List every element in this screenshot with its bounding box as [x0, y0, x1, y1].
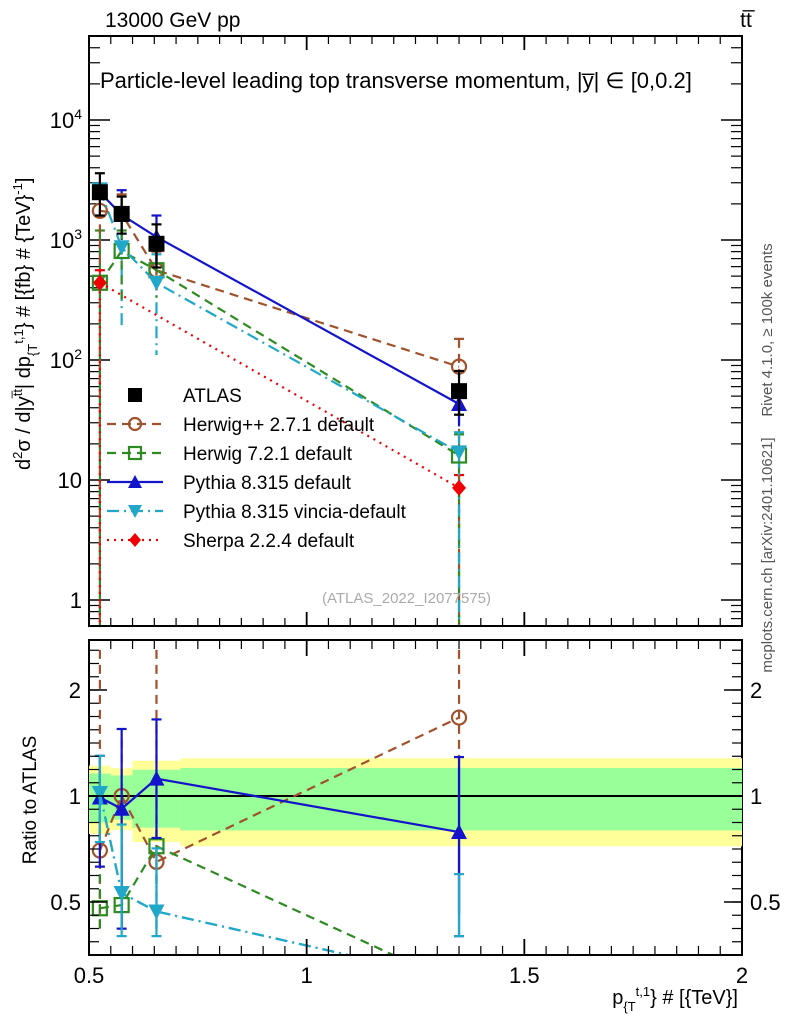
- ratio-errorbar: [454, 873, 465, 938]
- main-y-tick-labels: 104 103 102 10 1: [50, 106, 82, 613]
- ratio-errorbar: [116, 823, 127, 938]
- ratio-y-tick-label-left: 1: [69, 784, 81, 809]
- y-tick-10: 10: [58, 468, 82, 493]
- y-tick-1: 1: [70, 588, 82, 613]
- main-marker: [113, 205, 130, 222]
- x-tick-label: 0.5: [74, 963, 105, 988]
- ratio-bands: [89, 758, 743, 847]
- legend-marker: [129, 533, 141, 547]
- y-tick-1e4: 104: [50, 106, 82, 133]
- ratio-line-pythia-8-315-default: [99, 777, 460, 834]
- main-line-pythia-8-315-vincia-default: [98, 189, 460, 454]
- y-axis-label-main-text: d2σ / d|yt̅t| dp{Tt,1} # [{fb} # {TeV}-1…: [10, 178, 40, 470]
- main-line-sherpa-2-2-4-default: [99, 281, 460, 489]
- legend-label: Pythia 8.315 default: [183, 473, 352, 494]
- ratio-marker: [451, 973, 467, 988]
- legend-label: Pythia 8.315 vincia-default: [183, 502, 407, 523]
- ratio-y-tick-label-left: 2: [69, 678, 81, 703]
- legend-label: Sherpa 2.2.4 default: [183, 531, 355, 552]
- ratio-y-minor-ticks: [89, 649, 742, 943]
- legend-label: ATLAS: [183, 386, 242, 407]
- main-line-herwig-7-2-1-default: [98, 249, 460, 457]
- y-axis-label-ratio: Ratio to ATLAS: [20, 736, 41, 865]
- ratio-y-tick-labels: 2 2 1 1 0.5 0.5: [50, 678, 780, 915]
- ratio-uncertainty-band-inner: [180, 767, 743, 831]
- main-marker: [451, 383, 468, 400]
- main-marker: [451, 445, 468, 461]
- legend-marker: [128, 505, 142, 518]
- ratio-y-tick-label-left: 0.5: [50, 890, 81, 915]
- ratio-marker: [148, 770, 165, 786]
- main-line-pythia-8-315-default: [99, 191, 460, 405]
- y-tick-1e2: 102: [50, 346, 82, 373]
- main-x-ticks: [88, 36, 743, 626]
- ratio-marker: [113, 800, 130, 816]
- model-uncertainty-bar: [454, 431, 465, 625]
- side-label-rivet-text: Rivet 4.1.0, ≥ 100k events: [759, 243, 776, 416]
- legend-marker: [127, 445, 143, 461]
- beam-label: 13000 GeV pp: [105, 9, 240, 32]
- process-label: tt̅: [740, 9, 756, 32]
- ratio-marker: [91, 785, 108, 801]
- x-tick-label: 2: [736, 963, 748, 988]
- ratio-marker: [451, 973, 467, 988]
- x-tick-labels: 0.5 1 1.5 2: [74, 963, 748, 988]
- main-marker: [92, 274, 107, 291]
- x-axis-label: p{Tt,1} # [{TeV}]: [612, 984, 738, 1014]
- legend: ATLAS Herwig++ 2.7.1 default Herwig 7.2.1 …: [107, 386, 407, 552]
- main-line-herwig-2-7-1-default: [99, 209, 460, 368]
- legend-item-sherpa-2-2-4-default: Sherpa 2.2.4 default: [107, 531, 355, 552]
- side-label-mcplots: mcplots.cern.ch [arXiv:2401.10621]: [759, 437, 776, 672]
- ratio-line-pythia-8-315-vincia-default: [98, 792, 349, 954]
- ratio-marker: [113, 886, 130, 902]
- main-y-minor-ticks: [89, 47, 742, 620]
- legend-marker: [128, 388, 142, 402]
- main-marker: [452, 479, 467, 496]
- ratio-marker: [451, 824, 468, 840]
- legend-item-pythia-8-315-vincia-default: Pythia 8.315 vincia-default: [107, 502, 407, 523]
- legend-item-herwig-7-2-1-default: Herwig 7.2.1 default: [107, 444, 353, 465]
- ratio-marker: [452, 978, 466, 992]
- x-tick-label: 1.5: [509, 963, 540, 988]
- legend-item-pythia-8-315-default: Pythia 8.315 default: [107, 473, 352, 494]
- model-uncertainty-bar: [94, 269, 105, 625]
- side-label-rivet: Rivet 4.1.0, ≥ 100k events: [759, 243, 776, 416]
- legend-label: Herwig++ 2.7.1 default: [183, 415, 375, 436]
- ratio-errorbar: [151, 847, 162, 938]
- ratio-marker: [148, 904, 165, 920]
- ratio-y-tick-label-right: 2: [750, 678, 762, 703]
- y-axis-label-ratio-text: Ratio to ATLAS: [20, 736, 41, 865]
- main-panel-frame: [88, 35, 743, 627]
- y-axis-label-main: d2σ / d|yt̅t| dp{Tt,1} # [{fb} # {TeV}-1…: [10, 178, 40, 470]
- x-tick-label: 1: [301, 963, 313, 988]
- y-tick-1e3: 103: [50, 226, 82, 253]
- legend-marker: [128, 475, 142, 488]
- plot-title: Particle-level leading top transverse mo…: [100, 68, 692, 93]
- main-marker: [113, 240, 130, 256]
- ratio-marker: [450, 709, 468, 726]
- main-marker: [148, 275, 165, 291]
- main-marker: [148, 235, 165, 252]
- ratio-x-ticks: [88, 640, 743, 955]
- side-label-mcplots-text: mcplots.cern.ch [arXiv:2401.10621]: [759, 437, 776, 672]
- ratio-data-group: [91, 649, 468, 992]
- process-label-text: tt̅: [740, 9, 756, 32]
- main-marker: [91, 184, 108, 201]
- ratio-y-tick-label-right: 0.5: [750, 890, 781, 915]
- legend-marker: [127, 416, 143, 432]
- legend-item-herwig-2-7-1-default: Herwig++ 2.7.1 default: [107, 415, 375, 436]
- legend-label: Herwig 7.2.1 default: [183, 444, 353, 465]
- ratio-y-tick-label-right: 1: [750, 784, 762, 809]
- ratio-line-herwig-7-2-1-default: [99, 844, 394, 954]
- legend-item-atlas: ATLAS: [128, 386, 242, 407]
- watermark: (ATLAS_2022_I2077575): [322, 590, 491, 607]
- main-data-group: [91, 172, 468, 625]
- ratio-line-herwig-2-7-1-default: [98, 716, 460, 864]
